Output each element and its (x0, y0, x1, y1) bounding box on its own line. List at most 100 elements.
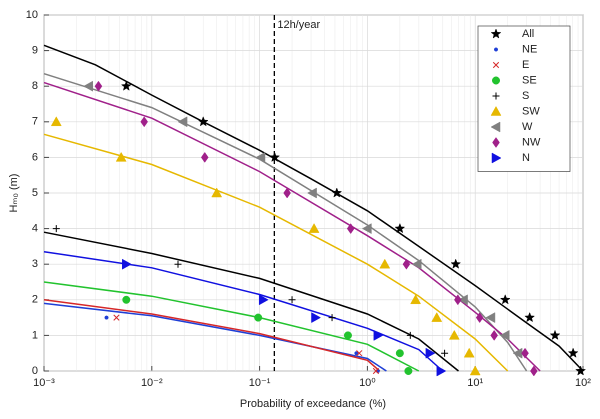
y-tick-label: 10 (26, 9, 38, 21)
y-tick-label: 9 (32, 45, 38, 57)
x-tick-label: 10⁻¹ (249, 377, 271, 389)
fit-curve (43, 299, 381, 372)
data-point (283, 187, 291, 199)
data-point (499, 294, 511, 305)
data-point (431, 312, 443, 322)
data-point (113, 314, 120, 321)
data-point (50, 116, 62, 127)
data-point (328, 314, 336, 322)
y-tick-label: 8 (32, 80, 38, 92)
data-point (269, 151, 281, 162)
legend-box (477, 25, 571, 172)
legend-marker (493, 47, 499, 52)
legend-label: S (522, 90, 529, 102)
fit-curve (43, 250, 444, 372)
data-point (411, 258, 422, 270)
data-point (361, 223, 372, 235)
legend-label: SW (522, 105, 540, 117)
data-point (458, 294, 468, 306)
data-point (436, 365, 447, 377)
data-point (288, 296, 296, 304)
legend-label: SE (522, 74, 537, 86)
data-point (200, 151, 209, 163)
data-point (475, 312, 484, 324)
data-point (469, 365, 481, 376)
data-point (394, 222, 406, 234)
x-tick-label: 10⁻² (141, 377, 163, 389)
data-point (454, 294, 462, 306)
data-point (308, 223, 320, 233)
legend-marker (492, 137, 500, 148)
data-point (52, 225, 60, 233)
data-point (404, 367, 413, 375)
x-tick-label: 10¹ (467, 377, 483, 389)
data-point (83, 80, 93, 92)
x-tick-label: 10⁻³ (33, 377, 55, 389)
legend-marker (491, 152, 502, 164)
y-tick-label: 1 (32, 329, 38, 341)
legend-label: NW (522, 136, 541, 148)
data-point (463, 347, 475, 358)
data-point (530, 365, 538, 377)
data-point (120, 80, 132, 91)
y-tick-label: 4 (32, 223, 38, 235)
legend-marker (490, 105, 502, 116)
y-tick-label: 0 (32, 365, 38, 377)
data-point (372, 367, 380, 375)
x-tick-label: 10⁰ (359, 377, 376, 389)
data-point (115, 151, 127, 162)
legend-marker (491, 76, 501, 85)
data-point (254, 313, 263, 322)
data-point (122, 258, 132, 270)
data-point (331, 187, 343, 198)
x-axis-label: Probability of exceedance (%) (240, 398, 386, 410)
legend-marker (492, 61, 500, 69)
y-axis-label: Hₘ₀ (m) (8, 174, 20, 213)
data-point (448, 329, 460, 340)
data-point (255, 151, 266, 163)
legend-label: W (522, 121, 533, 133)
data-point (490, 329, 498, 341)
data-point (402, 258, 411, 270)
data-point (174, 260, 182, 268)
legend-marker (492, 92, 500, 100)
data-point (311, 312, 322, 324)
data-point (485, 312, 496, 324)
data-point (373, 329, 384, 341)
data-point (356, 350, 363, 357)
data-point (104, 315, 109, 320)
data-point (343, 331, 352, 340)
fit-curve (43, 231, 459, 372)
data-point (499, 329, 510, 341)
data-point (410, 294, 422, 305)
data-point (521, 347, 529, 359)
data-point (94, 80, 103, 92)
legend-label: All (522, 28, 534, 40)
y-tick-label: 5 (32, 187, 38, 199)
y-tick-label: 7 (32, 116, 38, 128)
data-point (211, 187, 223, 198)
legend-marker (490, 121, 501, 133)
data-point (122, 295, 131, 304)
y-tick-label: 3 (32, 258, 38, 270)
data-point (425, 347, 436, 359)
data-point (379, 258, 391, 269)
data-point (258, 294, 269, 306)
legend-label: E (522, 59, 529, 71)
data-point (567, 347, 579, 358)
data-point (346, 223, 355, 235)
data-point (450, 258, 462, 269)
data-point (307, 187, 317, 199)
data-point (575, 365, 587, 376)
data-point (177, 116, 188, 128)
data-point (441, 349, 449, 357)
fit-curve (43, 133, 509, 372)
y-tick-label: 6 (32, 151, 38, 163)
y-tick-label: 2 (32, 294, 38, 306)
data-point (395, 349, 404, 358)
legend-label: NE (522, 43, 537, 55)
x-tick-label: 10² (575, 377, 591, 389)
legend-marker (490, 28, 502, 39)
fit-curve (43, 302, 387, 372)
